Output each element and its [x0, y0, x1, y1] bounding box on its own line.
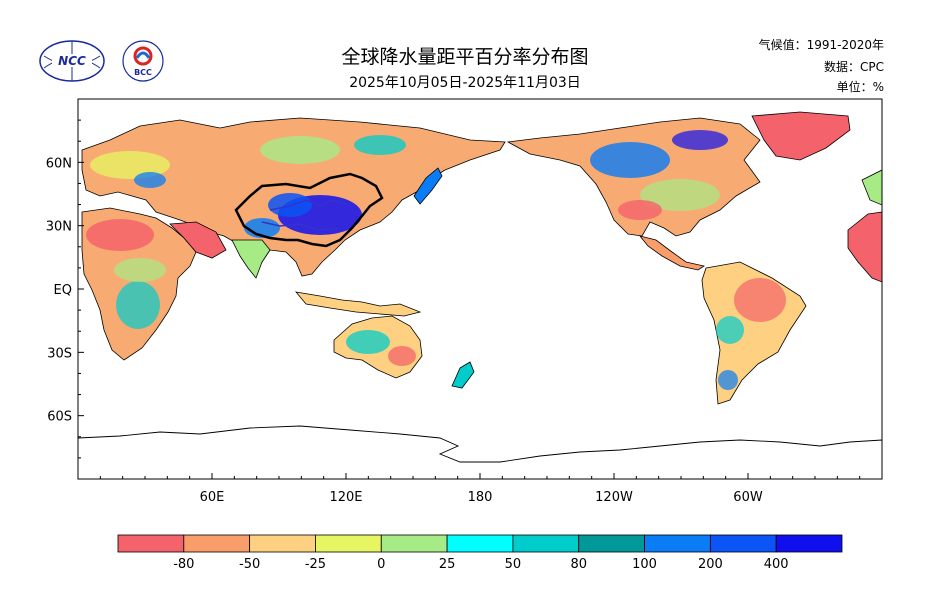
colorbar-label: 200 — [698, 557, 723, 572]
india-land — [231, 239, 271, 279]
lat-label: 30S — [47, 346, 72, 361]
colorbar-swatch — [183, 534, 251, 553]
lat-label: 60N — [46, 156, 72, 171]
colorbar: -80 -50 -25 0 25 50 80 100 200 400 — [117, 534, 843, 572]
lon-label: 60W — [733, 490, 763, 505]
patch-sa-dry — [734, 278, 786, 322]
logo-group: NCC BCC — [38, 38, 168, 84]
colorbar-label: 400 — [764, 557, 789, 572]
patch-sahara-dry — [86, 219, 154, 251]
antarctica-land — [78, 425, 882, 479]
colorbar-label: -25 — [305, 557, 326, 572]
colorbar-label: 100 — [632, 557, 657, 572]
yangtze-river — [261, 221, 339, 231]
patch-sa-wet — [716, 316, 744, 344]
patch-siberia-mix — [260, 136, 340, 164]
patch-africa-mix — [114, 258, 166, 282]
central-america-land — [638, 235, 706, 271]
climatology-text: 气候值：1991-2020年 — [758, 38, 884, 52]
patch-china-wet-2 — [268, 193, 312, 217]
ncc-logo: NCC — [39, 40, 105, 82]
arabia-land — [169, 221, 227, 259]
map-axes: 60N 30N EQ 30S 60S 60E 120E 180 120W 60W — [46, 119, 861, 505]
page-title: 全球降水量距平百分率分布图 — [341, 46, 589, 68]
europe-wrap-land — [861, 169, 882, 206]
patch-canada-wet — [672, 130, 728, 150]
greenland-land — [751, 111, 851, 161]
africa-wrap-land — [847, 211, 882, 283]
lon-label: 180 — [468, 490, 493, 505]
patch-siberia-wet — [354, 135, 406, 155]
china-border — [234, 172, 384, 248]
colorbar-swatch — [644, 534, 711, 553]
lon-label: 120E — [329, 490, 362, 505]
colorbar-swatch — [315, 534, 382, 553]
lon-label: 120W — [595, 490, 633, 505]
colorbar-label: -80 — [173, 557, 194, 572]
colorbar-label: -50 — [239, 557, 260, 572]
anomaly-patches — [86, 130, 786, 390]
lat-label: 60S — [47, 410, 72, 425]
china-border-layer — [234, 172, 384, 248]
ncc-logo-text: NCC — [58, 54, 86, 68]
unit-text: 单位：% — [836, 80, 884, 94]
patch-africa-wet — [116, 281, 160, 329]
colorbar-swatch — [380, 534, 448, 553]
japan-land — [413, 167, 443, 205]
colorbar-label: 25 — [439, 557, 456, 572]
patch-europe-wet — [134, 172, 166, 188]
patch-na-wet — [590, 142, 670, 178]
yellow-river — [269, 199, 347, 211]
bcc-logo: BCC — [122, 40, 164, 82]
indonesia-land — [295, 291, 422, 317]
patch-na-mix — [640, 179, 720, 211]
page-subtitle: 2025年10月05日-2025年11月03日 — [349, 75, 581, 91]
colorbar-swatch — [249, 534, 316, 553]
colorbar-label: 80 — [570, 557, 587, 572]
colorbar-swatch — [512, 534, 580, 553]
lat-label: EQ — [54, 283, 72, 298]
colorbar-swatch — [578, 534, 645, 553]
colorbar-label: 50 — [505, 557, 522, 572]
lat-label: 30N — [46, 220, 72, 235]
colorbar-swatch — [117, 534, 185, 553]
patch-australia-wet — [346, 330, 390, 354]
colorbar-swatch — [775, 534, 843, 553]
colorbar-swatch — [446, 534, 514, 553]
patch-sa-south-wet — [718, 370, 738, 390]
patch-australia-dry — [388, 346, 416, 366]
colorbar-swatch — [709, 534, 777, 553]
colorbar-label: 0 — [377, 557, 385, 572]
patch-na-dry — [618, 200, 662, 220]
source-text: 数据：CPC — [824, 60, 884, 74]
lon-label: 60E — [200, 490, 225, 505]
new-zealand-land — [451, 361, 475, 389]
bcc-logo-text: BCC — [134, 68, 152, 77]
